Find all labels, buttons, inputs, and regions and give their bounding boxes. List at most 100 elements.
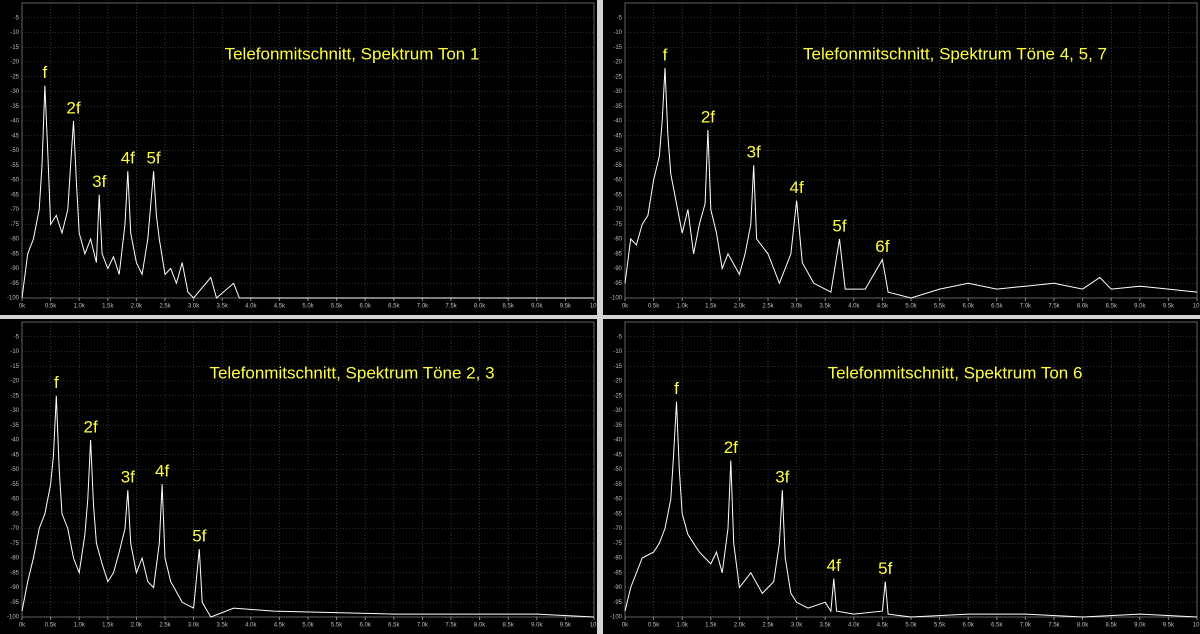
y-tick-label: -10 [613,30,622,36]
peak-label: 4f [827,556,841,575]
y-tick-label: -65 [10,192,19,198]
y-tick-label: -90 [613,585,622,591]
peak-label: f [663,45,668,64]
peak-label: 5f [878,559,892,578]
y-tick-label: -55 [10,163,19,169]
x-tick-label: 5.5k [331,623,343,629]
peak-label: 3f [775,468,789,487]
x-tick-label: 7.5k [1048,304,1060,310]
y-tick-label: -95 [613,281,622,287]
x-tick-label: 2.5k [159,623,171,629]
x-tick-label: 3.0k [188,304,200,310]
x-tick-label: 3.0k [791,623,803,629]
panel: -5 -10 -15 -20 -25 -30 -35 -40 -45 -50 -55 -60 -65 -7… [0,0,599,315]
x-tick-label: 2.5k [762,623,774,629]
peak-label: 4f [155,462,169,481]
x-tick-label: 2.5k [159,304,171,310]
x-tick-label: 2.0k [131,304,143,310]
y-tick-label: -60 [613,497,622,503]
y-tick-label: -85 [613,251,622,257]
x-tick-label: 1.5k [705,304,717,310]
x-tick-label: 2.0k [734,304,746,310]
y-tick-label: -35 [613,104,622,110]
x-tick-label: 6.5k [991,623,1003,629]
y-tick-label: -80 [613,237,622,243]
x-tick-label: 6.0k [360,623,372,629]
x-tick-label: 9.0k [1134,623,1146,629]
y-tick-label: -10 [10,30,19,36]
peak-label: 4f [121,149,135,168]
y-tick-label: -45 [10,133,19,139]
y-tick-label: -35 [10,104,19,110]
x-tick-label: 4.5k [877,623,889,629]
y-tick-label: -15 [10,45,19,51]
y-tick-label: -25 [10,74,19,80]
peak-label: 5f [832,216,846,235]
peak-label: f [43,63,48,82]
x-tick-label: 1.5k [705,623,717,629]
y-tick-label: -100 [610,296,623,302]
x-tick-label: 7.5k [1048,623,1060,629]
y-tick-label: -85 [613,570,622,576]
x-tick-label: 0.5k [648,623,660,629]
y-tick-label: -100 [7,296,20,302]
x-tick-label: 8.5k [503,623,515,629]
x-tick-label: 6.0k [360,304,372,310]
x-tick-label: 7.0k [417,623,429,629]
x-tick-label: 10. [1193,304,1200,310]
y-tick-label: -50 [10,148,19,154]
y-tick-label: -75 [10,541,19,547]
spectrum-line [624,401,1198,618]
x-tick-label: 1.5k [102,304,114,310]
y-tick-label: -15 [613,45,622,51]
x-tick-label: 8.5k [1106,304,1118,310]
y-tick-label: -90 [613,266,622,272]
x-tick-label: 0k [19,623,26,629]
y-tick-label: -15 [10,364,19,370]
x-tick-label: 9.0k [1134,304,1146,310]
x-tick-label: 1.0k [74,304,86,310]
y-tick-label: -70 [613,526,622,532]
x-tick-label: 9.5k [1163,623,1175,629]
x-tick-label: 3.5k [217,304,229,310]
y-tick-label: -95 [10,600,19,606]
panel-background [0,0,597,315]
x-tick-label: 8.0k [474,623,486,629]
y-tick-label: -15 [613,364,622,370]
peak-label: 2f [724,438,738,457]
x-tick-label: 5.0k [905,304,917,310]
x-tick-label: 8.0k [1077,623,1089,629]
x-tick-label: 0k [622,304,629,310]
y-tick-label: -65 [613,511,622,517]
y-tick-label: -60 [10,178,19,184]
y-tick-label: -85 [10,570,19,576]
x-tick-label: 5.5k [934,623,946,629]
x-tick-label: 10. [590,304,599,310]
panel-background [0,319,597,634]
peak-label: 5f [192,527,206,546]
y-tick-label: -70 [613,207,622,213]
x-tick-label: 7.0k [1020,304,1032,310]
x-tick-label: 6.0k [963,304,975,310]
x-tick-label: 2.0k [734,623,746,629]
x-tick-label: 8.5k [1106,623,1118,629]
y-tick-label: -55 [10,482,19,488]
y-tick-label: -20 [613,379,622,385]
peak-label: f [54,373,59,392]
x-tick-label: 9.0k [531,623,543,629]
x-tick-label: 0k [622,623,629,629]
x-tick-label: 9.5k [560,623,572,629]
x-tick-label: 9.5k [560,304,572,310]
y-tick-label: -55 [613,482,622,488]
y-tick-label: -40 [10,438,19,444]
x-tick-label: 6.5k [991,304,1003,310]
y-tick-label: -5 [617,334,623,340]
peak-label: 3f [121,468,135,487]
y-tick-label: -75 [613,222,622,228]
x-tick-label: 8.5k [503,304,515,310]
y-tick-label: -25 [613,74,622,80]
x-tick-label: 4.0k [848,304,860,310]
peak-label: f [674,379,679,398]
spectrum-line [624,67,1198,299]
